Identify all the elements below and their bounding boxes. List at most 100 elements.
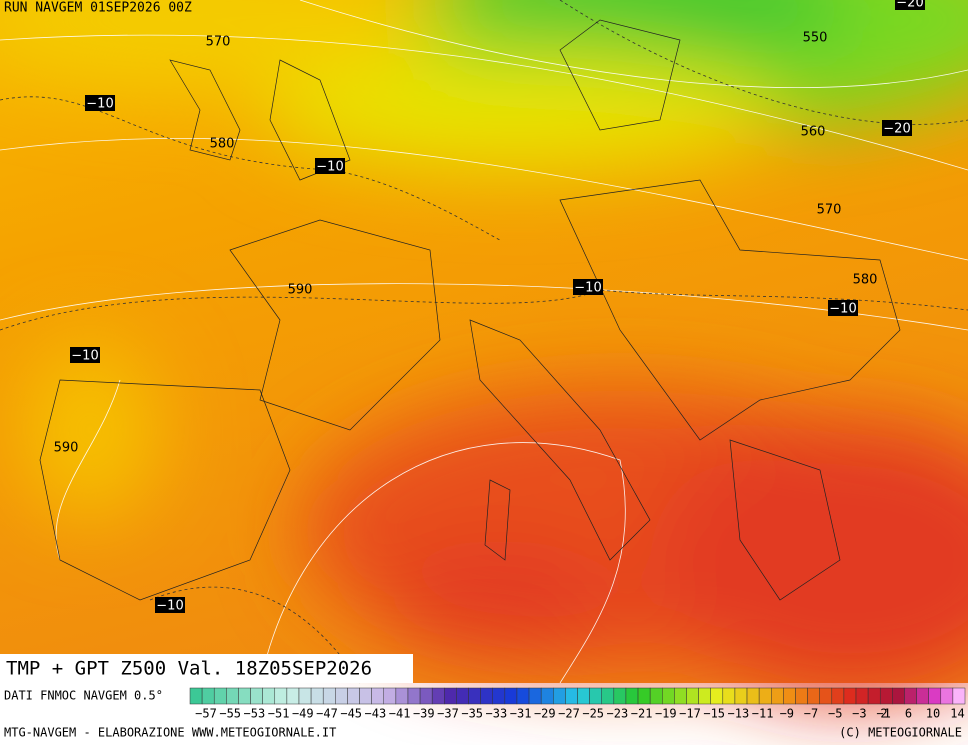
colorbar-label: −1 — [876, 707, 890, 721]
colorbar-swatch — [553, 687, 566, 705]
colorbar-label: −31 — [510, 707, 532, 721]
contour-label: 580 — [210, 137, 235, 152]
colorbar-swatch — [928, 687, 942, 705]
colorbar-swatch — [855, 687, 869, 705]
credit-label: MTG-NAVGEM - ELABORAZIONE WWW.METEOGIORN… — [4, 726, 336, 740]
colorbar-swatch — [431, 687, 445, 705]
contour-label: −10 — [574, 281, 601, 296]
colorbar-swatch — [201, 687, 215, 705]
label-box — [828, 300, 858, 316]
colorbar-label: −39 — [413, 707, 435, 721]
run-label: RUN NAVGEM 01SEP2026 00Z — [4, 1, 192, 16]
colorbar-label: −43 — [365, 707, 387, 721]
colorbar-label: −21 — [631, 707, 653, 721]
colorbar-swatch — [528, 687, 542, 705]
colorbar-label: 10 — [926, 707, 940, 721]
colorbar-swatch — [783, 687, 796, 705]
colorbar-swatch — [419, 687, 433, 705]
colorbar-label: −27 — [558, 707, 580, 721]
colorbar-swatch — [516, 687, 530, 705]
label-box — [70, 347, 100, 363]
label-box — [155, 597, 185, 613]
colorbar-swatch — [892, 687, 905, 705]
colorbar-label: −3 — [852, 707, 866, 721]
colorbar-swatch — [698, 687, 711, 705]
colorbar-swatch — [480, 687, 493, 705]
colorbar-label: −53 — [244, 707, 266, 721]
map-field — [0, 0, 968, 700]
colorbar-label: −35 — [461, 707, 483, 721]
colorbar-swatch — [456, 687, 469, 705]
contour-label: −10 — [316, 160, 343, 175]
colorbar-swatch — [492, 687, 506, 705]
colorbar-swatch — [226, 687, 239, 705]
colorbar-swatch — [904, 687, 917, 705]
colorbar-swatch — [565, 687, 578, 705]
colorbar-swatch — [710, 687, 724, 705]
colorbar-label: −25 — [582, 707, 604, 721]
title-box — [0, 654, 413, 683]
colorbar-swatch — [734, 687, 748, 705]
colorbar-label: −37 — [437, 707, 459, 721]
colorbar-swatch — [771, 687, 784, 705]
colorbar-label: −29 — [534, 707, 556, 721]
contour-label: 550 — [803, 31, 828, 46]
colorbar-swatch — [952, 687, 966, 705]
colorbar-label: −5 — [828, 707, 842, 721]
colorbar-label: 6 — [905, 707, 912, 721]
colorbar-label: −55 — [219, 707, 241, 721]
colorbar-swatch — [601, 687, 615, 705]
colorbar-swatch — [274, 687, 288, 705]
colorbar-swatch — [371, 687, 384, 705]
colorbar-label: −13 — [728, 707, 750, 721]
colorbar-swatch — [795, 687, 808, 705]
colorbar-swatch — [468, 687, 481, 705]
colorbar-swatch — [819, 687, 833, 705]
colorbar-swatch — [867, 687, 881, 705]
colorbar-swatch — [347, 687, 360, 705]
contour-label: −10 — [71, 349, 98, 364]
label-box — [315, 158, 345, 174]
contour-label: 590 — [54, 441, 79, 456]
colorbar-swatch — [843, 687, 857, 705]
contour-label: 560 — [801, 125, 826, 140]
colorbar-swatch — [504, 687, 518, 705]
colorbar-swatch — [637, 687, 651, 705]
colorbar-swatch — [407, 687, 421, 705]
colorbar-label: −51 — [268, 707, 290, 721]
colorbar-swatch — [940, 687, 954, 705]
contour-label: −10 — [829, 302, 856, 317]
colorbar-swatch — [298, 687, 312, 705]
colorbar-label: −49 — [292, 707, 314, 721]
colorbar-swatch — [758, 687, 772, 705]
colorbar-label: −47 — [316, 707, 338, 721]
colorbar-swatch — [286, 687, 300, 705]
colorbar-label: −9 — [780, 707, 794, 721]
source-label: DATI FNMOC NAVGEM 0.5° — [4, 689, 163, 703]
colorbar-swatch — [213, 687, 227, 705]
contour-label: 590 — [288, 283, 313, 298]
colorbar-swatch — [589, 687, 602, 705]
label-box — [882, 120, 912, 136]
colorbar-swatch — [189, 687, 203, 705]
label-box — [85, 95, 115, 111]
contour-label: −20 — [896, 0, 923, 11]
colorbar-label: −41 — [389, 707, 411, 721]
contour-label: −20 — [883, 122, 910, 137]
colorbar-swatch — [310, 687, 324, 705]
label-box — [895, 0, 925, 10]
colorbar-swatch — [444, 687, 457, 705]
colorbar-swatch — [383, 687, 397, 705]
colorbar-label: −11 — [752, 707, 774, 721]
colorbar-swatch — [613, 687, 627, 705]
label-box — [573, 279, 603, 295]
colorbar-swatch — [879, 687, 893, 705]
colorbar-swatch — [577, 687, 590, 705]
colorbar-swatch — [322, 687, 336, 705]
colorbar-swatch — [359, 687, 372, 705]
contour-label: −10 — [156, 599, 183, 614]
colorbar-label: 14 — [950, 707, 964, 721]
colorbar-label: −33 — [486, 707, 508, 721]
contour-label: 570 — [817, 203, 842, 218]
